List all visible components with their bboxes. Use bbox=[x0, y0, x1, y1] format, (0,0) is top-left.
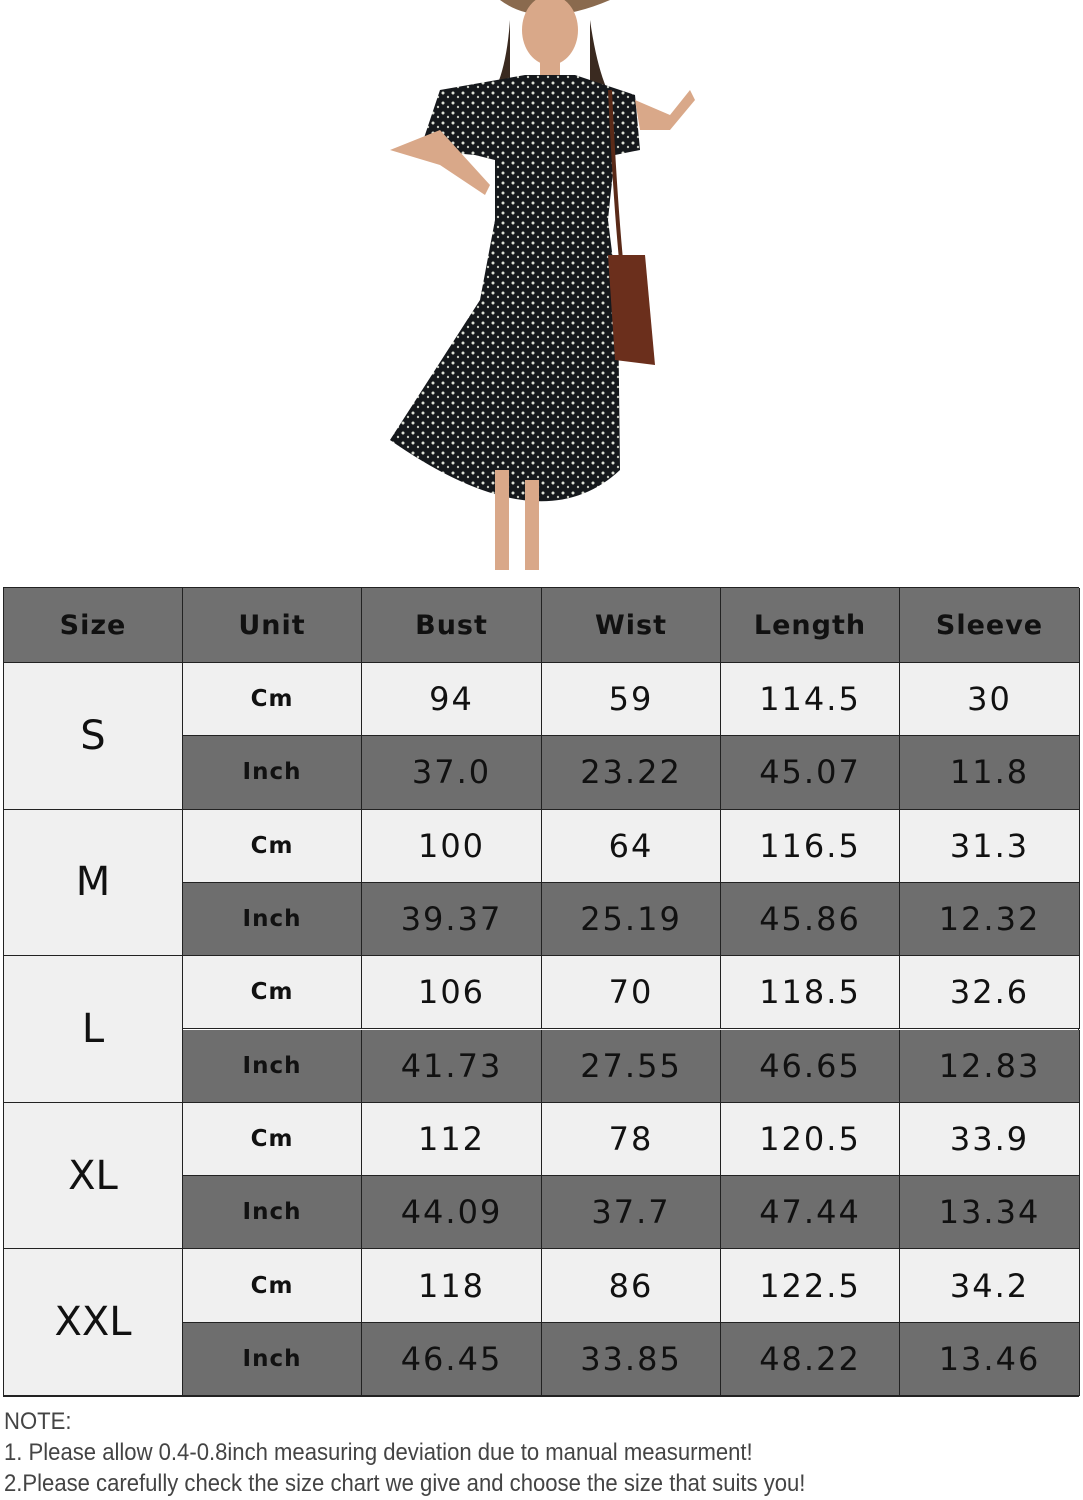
unit-cm-cell: Cm bbox=[183, 1249, 362, 1323]
size-chart-table: Size Unit Bust Wist Length Sleeve S Cm Inch 94 37.… bbox=[3, 587, 1080, 1397]
size-cell: S bbox=[4, 663, 183, 810]
column-header-sleeve: Sleeve bbox=[900, 588, 1080, 663]
value-cell-inch: 37.7 bbox=[542, 1176, 721, 1250]
value-cell-cm: 34.2 bbox=[900, 1249, 1080, 1323]
value-cell-inch: 12.32 bbox=[900, 882, 1080, 957]
column-header-length: Length bbox=[721, 588, 900, 663]
value-cell-inch: 11.8 bbox=[900, 736, 1080, 810]
unit-cm-cell: Cm bbox=[183, 1102, 362, 1177]
value-cell-inch: 45.86 bbox=[721, 882, 900, 957]
value-cell-inch: 33.85 bbox=[542, 1322, 721, 1396]
column-header-unit: Unit bbox=[183, 588, 362, 663]
unit-inch-cell: Inch bbox=[183, 1176, 362, 1250]
value-cell-cm: 86 bbox=[542, 1249, 721, 1323]
value-cell-inch: 27.55 bbox=[542, 1029, 721, 1103]
value-cell-inch: 13.34 bbox=[900, 1176, 1080, 1250]
unit-cm-cell: Cm bbox=[183, 956, 362, 1030]
unit-inch-cell: Inch bbox=[183, 1029, 362, 1103]
value-cell-cm: 116.5 bbox=[721, 809, 900, 883]
value-cell-inch: 45.07 bbox=[721, 736, 900, 810]
value-cell-inch: 39.37 bbox=[362, 882, 542, 957]
value-cell-cm: 78 bbox=[542, 1102, 721, 1177]
value-cell-inch: 48.22 bbox=[721, 1322, 900, 1396]
column-header-bust: Bust bbox=[362, 588, 542, 663]
note-title: NOTE: bbox=[4, 1408, 72, 1435]
value-cell-inch: 12.83 bbox=[900, 1029, 1080, 1103]
note-line-1: 1. Please allow 0.4-0.8inch measuring de… bbox=[4, 1439, 753, 1466]
value-cell-cm: 59 bbox=[542, 663, 721, 737]
column-header-size: Size bbox=[4, 588, 183, 663]
value-cell-cm: 64 bbox=[542, 809, 721, 883]
size-cell: XXL bbox=[4, 1249, 183, 1396]
value-cell-cm: 114.5 bbox=[721, 663, 900, 737]
value-cell-cm: 112 bbox=[362, 1102, 542, 1177]
value-cell-cm: 32.6 bbox=[900, 956, 1080, 1030]
value-cell-cm: 94 bbox=[362, 663, 542, 737]
value-cell-cm: 120.5 bbox=[721, 1102, 900, 1177]
value-cell-inch: 37.0 bbox=[362, 736, 542, 810]
value-cell-inch: 44.09 bbox=[362, 1176, 542, 1250]
value-cell-cm: 118 bbox=[362, 1249, 542, 1323]
value-cell-inch: 47.44 bbox=[721, 1176, 900, 1250]
value-cell-cm: 118.5 bbox=[721, 956, 900, 1030]
size-cell: XL bbox=[4, 1102, 183, 1250]
value-cell-cm: 106 bbox=[362, 956, 542, 1030]
value-cell-inch: 25.19 bbox=[542, 882, 721, 957]
value-cell-inch: 46.45 bbox=[362, 1322, 542, 1396]
size-cell: M bbox=[4, 809, 183, 957]
product-photo-model-in-floral-dress bbox=[390, 0, 695, 570]
value-cell-cm: 30 bbox=[900, 663, 1080, 737]
note-line-2: 2.Please carefully check the size chart … bbox=[4, 1470, 806, 1497]
column-header-wist: Wist bbox=[542, 588, 721, 663]
value-cell-cm: 122.5 bbox=[721, 1249, 900, 1323]
value-cell-inch: 23.22 bbox=[542, 736, 721, 810]
size-cell: L bbox=[4, 956, 183, 1103]
unit-cm-cell: Cm bbox=[183, 663, 362, 737]
unit-inch-cell: Inch bbox=[183, 736, 362, 810]
value-cell-cm: 70 bbox=[542, 956, 721, 1030]
value-cell-cm: 100 bbox=[362, 809, 542, 883]
value-cell-cm: 33.9 bbox=[900, 1102, 1080, 1177]
value-cell-inch: 13.46 bbox=[900, 1322, 1080, 1396]
notes: NOTE: 1. Please allow 0.4-0.8inch measur… bbox=[4, 1406, 805, 1499]
unit-inch-cell: Inch bbox=[183, 882, 362, 957]
unit-cm-cell: Cm bbox=[183, 809, 362, 883]
value-cell-inch: 41.73 bbox=[362, 1029, 542, 1103]
value-cell-inch: 46.65 bbox=[721, 1029, 900, 1103]
value-cell-cm: 31.3 bbox=[900, 809, 1080, 883]
unit-inch-cell: Inch bbox=[183, 1322, 362, 1396]
